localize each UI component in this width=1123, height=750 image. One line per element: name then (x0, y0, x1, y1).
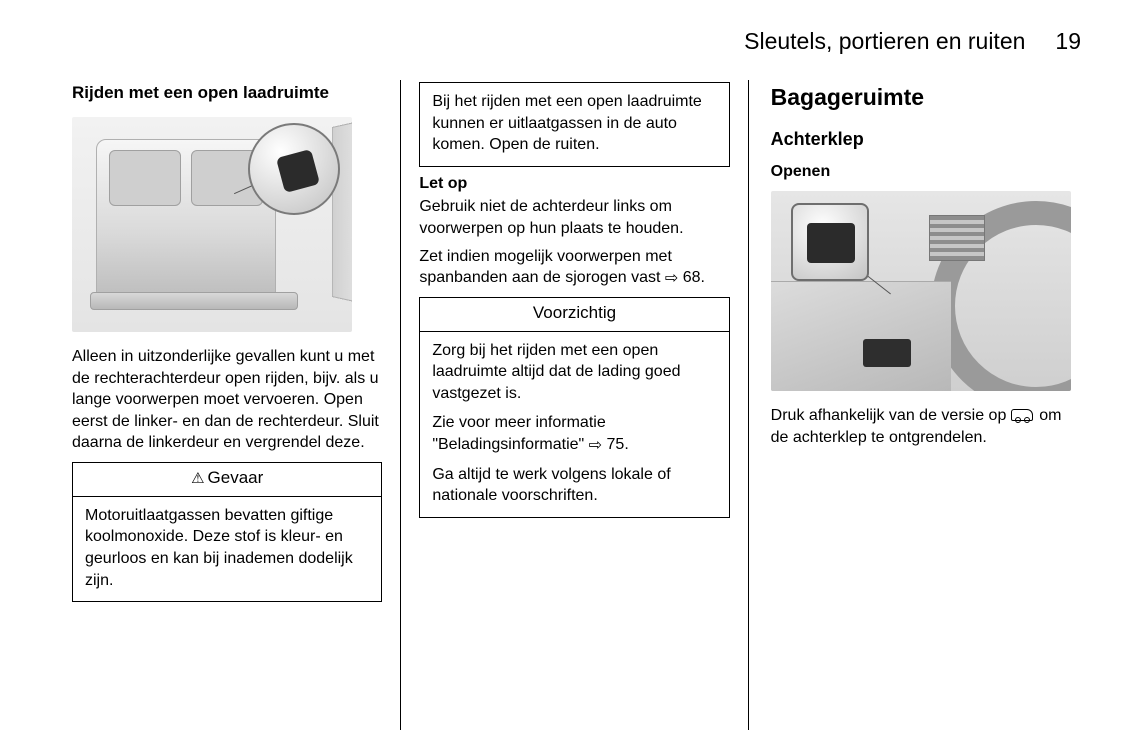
info-box-top: Bij het rijden met een open laadruimte k… (419, 82, 729, 167)
column-2: Bij het rijden met een open laadruimte k… (401, 82, 747, 730)
page-header: Sleutels, portieren en ruiten 19 (744, 28, 1081, 55)
door-panel-shape (771, 281, 951, 391)
window-switch-shape (863, 339, 911, 367)
note-text: Zet indien mogelijk voorwerpen met spanb… (419, 248, 672, 287)
reference-arrow-icon: ⇨ (589, 435, 602, 457)
paragraph: Alleen in uitzonderlijke gevallen kunt u… (72, 346, 382, 454)
heading-2: Achterklep (771, 127, 1081, 151)
door-latch-icon (276, 149, 320, 193)
paragraph-with-icon: Druk afhankelijk van de versie op om de … (771, 405, 1081, 448)
danger-paragraph: Motoruitlaatgassen bevatten giftige kool… (85, 505, 369, 591)
note-paragraph: Gebruik niet de achterdeur links om voor… (419, 196, 729, 239)
warning-triangle-icon: ⚠ (191, 469, 204, 489)
caution-paragraph: Zorg bij het rijden met een open laadrui… (432, 340, 716, 405)
callout-circle (248, 123, 340, 215)
page-number: 19 (1055, 28, 1081, 55)
van-bumper (90, 292, 298, 310)
caution-paragraph-ref: Zie voor meer informatie "Beladingsinfor… (432, 412, 716, 455)
reference-arrow-icon: ⇨ (665, 268, 678, 290)
heading-1: Bagageruimte (771, 82, 1081, 113)
note-label: Let op (419, 173, 729, 195)
caution-box-title: Voorzichtig (420, 298, 728, 332)
danger-label: Gevaar (208, 468, 264, 487)
caution-box: Voorzichtig Zorg bij het rijden met een … (419, 297, 729, 518)
danger-box-title: ⚠Gevaar (73, 463, 381, 497)
air-vent-shape (929, 215, 985, 261)
danger-box: ⚠Gevaar Motoruitlaatgassen bevatten gift… (72, 462, 382, 602)
note-paragraph-ref: Zet indien mogelijk voorwerpen met spanb… (419, 246, 729, 289)
figure-dashboard (771, 191, 1071, 391)
info-paragraph: Bij het rijden met een open laadruimte k… (432, 91, 716, 156)
tailgate-van-icon (1011, 409, 1033, 421)
reference-number: 68. (683, 269, 705, 286)
heading-3: Openen (771, 161, 1081, 183)
tailgate-button-icon (807, 223, 855, 263)
column-3: Bagageruimte Achterklep Openen Druk afha… (749, 82, 1081, 730)
figure-van-open-door (72, 117, 352, 332)
reference-number: 75. (607, 436, 629, 453)
header-title: Sleutels, portieren en ruiten (744, 28, 1025, 55)
section-title: Rijden met een open laadruimte (72, 82, 382, 105)
content-columns: Rijden met een open laadruimte Alleen in… (72, 82, 1081, 730)
callout-button (791, 203, 869, 281)
caution-paragraph: Ga altijd te werk volgens lokale of nati… (432, 464, 716, 507)
para-text-a: Druk afhankelijk van de versie op (771, 407, 1011, 424)
van-open-door (332, 117, 352, 308)
caution-label: Voorzichtig (533, 303, 616, 322)
column-1: Rijden met een open laadruimte Alleen in… (72, 82, 400, 730)
caution-text: Zie voor meer informatie "Beladingsinfor… (432, 414, 605, 453)
van-window-left (109, 150, 181, 206)
